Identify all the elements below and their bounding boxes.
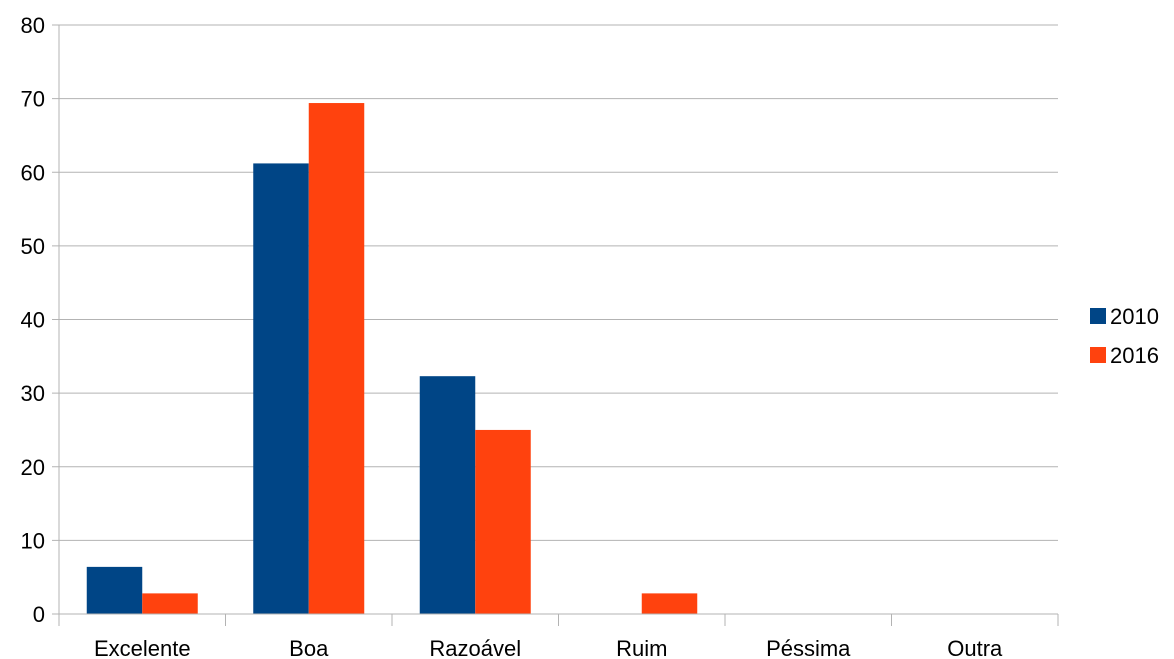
x-tick-label: Outra [947, 636, 1003, 659]
x-tick-label: Excelente [94, 636, 191, 659]
legend-swatch-2010 [1090, 308, 1106, 324]
x-tick-label: Boa [289, 636, 329, 659]
y-tick-label: 40 [21, 308, 45, 333]
bar-2010-boa [253, 163, 309, 615]
x-tick-label: Razoável [429, 636, 521, 659]
x-tick-labels: Excelente Boa Razoável Ruim Péssima Outra [94, 636, 1003, 659]
y-tick-label: 80 [21, 13, 45, 38]
y-tick-label: 10 [21, 528, 45, 553]
bar-2016-excelente [142, 593, 198, 614]
y-tick-labels: 0 10 20 30 40 50 60 70 80 [21, 13, 45, 627]
bar-2016-boa [308, 103, 365, 614]
y-tick-label: 60 [21, 160, 45, 185]
bar-2010-razoável [419, 376, 476, 614]
x-tick-label: Ruim [616, 636, 667, 659]
legend-swatch-2016 [1090, 347, 1106, 363]
bars [86, 103, 698, 615]
legend: 2010 2016 [1090, 304, 1159, 368]
axes [52, 24, 1059, 626]
bar-2016-razoável [475, 429, 531, 614]
y-tick-label: 50 [21, 234, 45, 259]
y-tick-label: 30 [21, 381, 45, 406]
legend-label-2016: 2016 [1110, 343, 1159, 368]
gridlines [59, 24, 1058, 541]
x-tick-label: Péssima [766, 636, 851, 659]
bar-2016-ruim [641, 593, 698, 614]
legend-label-2010: 2010 [1110, 304, 1159, 329]
bar-2010-excelente [86, 566, 143, 614]
y-tick-label: 70 [21, 87, 45, 112]
y-tick-label: 20 [21, 455, 45, 480]
y-tick-label: 0 [33, 602, 45, 627]
